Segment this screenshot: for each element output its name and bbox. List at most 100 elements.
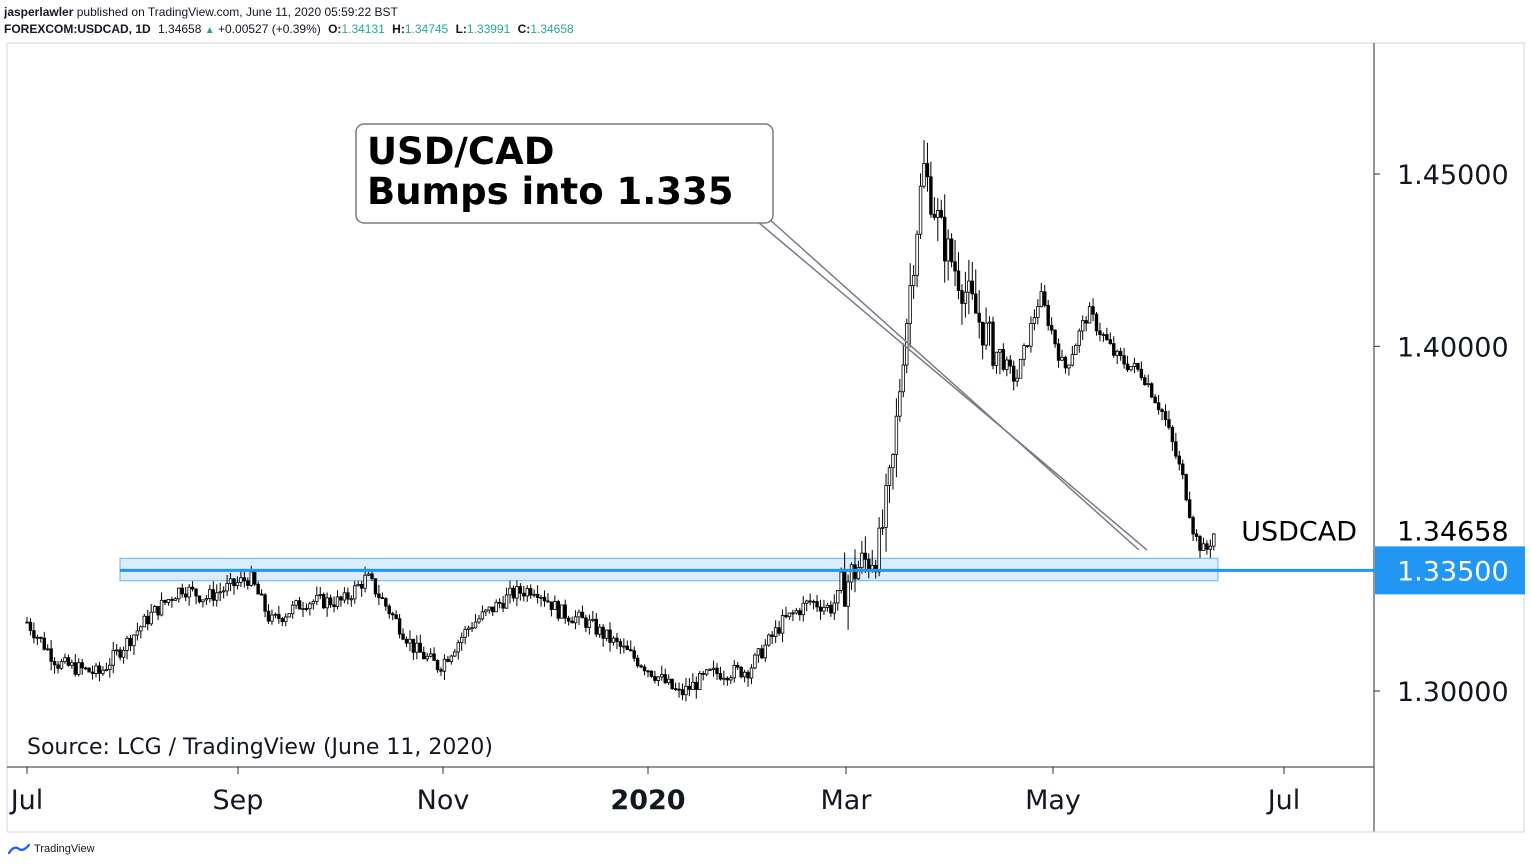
candle-body-126 <box>459 636 464 644</box>
candle-body-199 <box>711 667 716 670</box>
time-tick-label-0: Jul <box>9 785 44 816</box>
footer-logo-text[interactable]: TradingView <box>34 843 95 855</box>
low-value: 1.33991 <box>466 22 511 36</box>
candle-body-111 <box>408 638 412 644</box>
candle-body-212 <box>756 648 761 656</box>
candle-body-16 <box>80 662 84 669</box>
candle-body-296 <box>1046 304 1050 326</box>
candle-body-19 <box>90 671 95 674</box>
candle-body-152 <box>549 601 554 610</box>
level-price-tag[interactable] <box>1375 546 1525 595</box>
candle-body-100 <box>370 573 374 580</box>
candle-body-142 <box>515 586 519 599</box>
candle-body-13 <box>70 662 74 666</box>
candle-body-157 <box>566 617 571 622</box>
candle-body-208 <box>742 671 747 678</box>
price-tick-label-2: 1.45000 <box>1397 160 1509 191</box>
candle-body-21 <box>97 665 102 674</box>
candle-body-268 <box>949 238 954 263</box>
candle-body-170 <box>611 637 616 643</box>
candle-body-68 <box>259 593 264 596</box>
candle-body-5 <box>42 637 46 650</box>
candle-body-35 <box>146 615 150 625</box>
candle-body-132 <box>480 611 485 620</box>
candle-body-306 <box>1081 320 1085 332</box>
candle-body-174 <box>625 645 629 651</box>
candle-body-304 <box>1074 344 1078 355</box>
candle-body-338 <box>1191 517 1195 535</box>
candle-body-181 <box>649 670 654 677</box>
candle-body-300 <box>1060 356 1064 361</box>
candle-body-175 <box>629 649 633 652</box>
candle-body-287 <box>1015 377 1019 382</box>
candle-body-309 <box>1091 306 1095 315</box>
candle-body-232 <box>825 604 830 608</box>
candle-body-82 <box>308 603 312 610</box>
price-tick-label-0: 1.30000 <box>1397 677 1509 708</box>
candle-body-216 <box>770 634 774 637</box>
candle-body-238 <box>846 581 850 607</box>
candle-body-233 <box>829 604 833 614</box>
price-axis[interactable]: 1.30000 1.40000 1.45000 <box>1374 160 1509 708</box>
candle-body-83 <box>311 601 316 605</box>
candle-body-156 <box>563 604 567 619</box>
candle-body-201 <box>718 673 723 680</box>
candle-body-17 <box>83 667 88 670</box>
author-name[interactable]: jasperlawler <box>4 5 74 19</box>
symbol-name-label: USDCAD <box>1241 516 1357 547</box>
candle-body-77 <box>290 604 295 615</box>
candle-body-297 <box>1049 325 1054 331</box>
candle-body-319 <box>1125 363 1130 371</box>
candle-body-86 <box>321 594 326 609</box>
candle-body-256 <box>908 285 912 324</box>
candle-body-305 <box>1077 330 1081 346</box>
candle-body-38 <box>156 606 160 616</box>
candle-body-335 <box>1181 463 1185 475</box>
candle-body-311 <box>1098 330 1102 336</box>
candle-body-93 <box>346 592 350 600</box>
candle-body-196 <box>701 673 705 675</box>
candle-body-89 <box>332 604 336 608</box>
candle-body-326 <box>1150 383 1154 398</box>
candle-body-134 <box>487 606 491 611</box>
candle-body-59 <box>228 578 233 584</box>
last-price-label: 1.34658 <box>1397 516 1509 547</box>
candle-body-279 <box>987 321 992 324</box>
candle-body-20 <box>94 665 98 674</box>
candle-body-284 <box>1005 359 1009 370</box>
candle-body-176 <box>632 650 636 659</box>
candle-body-177 <box>635 657 640 667</box>
candle-body-85 <box>318 594 322 596</box>
time-axis[interactable]: Jul Sep Nov 2020 Mar May Jul <box>9 767 1301 816</box>
candle-body-8 <box>52 660 57 666</box>
candle-body-323 <box>1139 368 1144 379</box>
candle-body-192 <box>687 685 692 690</box>
candle-body-45 <box>180 587 184 595</box>
candle-body-110 <box>404 638 409 644</box>
candle-body-70 <box>266 610 271 622</box>
candle-body-103 <box>380 597 385 599</box>
candle-body-299 <box>1056 343 1061 361</box>
candle-body-330 <box>1163 411 1168 420</box>
candle-body-255 <box>905 323 909 366</box>
high-label: H: <box>392 22 405 36</box>
candle-body-72 <box>273 613 278 616</box>
candle-body-317 <box>1118 350 1123 357</box>
candle-body-41 <box>166 599 171 603</box>
callout[interactable]: USD/CAD Bumps into 1.335 <box>355 123 1148 551</box>
candle-body-36 <box>149 611 153 625</box>
candle-body-101 <box>373 578 378 595</box>
candle-body-23 <box>104 669 109 672</box>
candle-body-48 <box>190 586 195 590</box>
candle-body-125 <box>456 642 460 653</box>
candle-body-180 <box>646 670 650 673</box>
candle-body-127 <box>463 628 467 638</box>
candle-body-259 <box>918 185 923 235</box>
candle-body-107 <box>394 614 398 620</box>
candle-body-116 <box>425 655 429 660</box>
candle-body-11 <box>63 657 67 663</box>
candle-body-58 <box>225 583 229 592</box>
candle-body-167 <box>601 626 605 639</box>
candle-body-92 <box>342 592 347 601</box>
